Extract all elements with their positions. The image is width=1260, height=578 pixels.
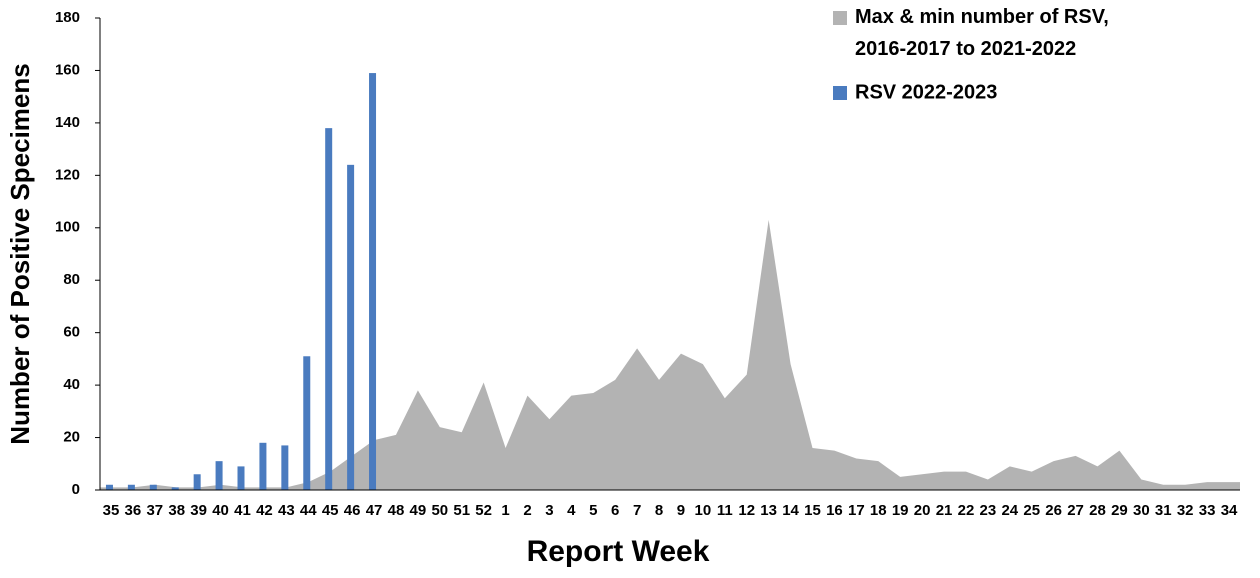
x-tick-label: 41 xyxy=(234,502,251,519)
x-tick-label: 43 xyxy=(278,502,295,519)
bar xyxy=(149,484,157,490)
x-tick-label: 16 xyxy=(826,502,843,519)
y-tick-label: 160 xyxy=(55,61,80,78)
x-tick-label: 39 xyxy=(190,502,207,519)
bar xyxy=(347,164,355,490)
legend-swatch xyxy=(833,11,847,25)
x-tick-label: 21 xyxy=(936,502,953,519)
x-tick-label: 24 xyxy=(1001,502,1018,519)
x-tick-label: 44 xyxy=(300,502,317,519)
x-tick-label: 26 xyxy=(1045,502,1062,519)
bar xyxy=(193,474,201,490)
x-tick-label: 25 xyxy=(1023,502,1040,519)
x-tick-label: 37 xyxy=(146,502,163,519)
x-tick-label: 35 xyxy=(103,502,120,519)
x-tick-label: 28 xyxy=(1089,502,1106,519)
y-tick-label: 180 xyxy=(55,9,80,26)
x-tick-label: 36 xyxy=(125,502,142,519)
x-tick-label: 27 xyxy=(1067,502,1084,519)
x-tick-label: 1 xyxy=(501,502,509,519)
bar xyxy=(281,445,289,490)
y-tick-label: 140 xyxy=(55,114,80,131)
x-tick-label: 34 xyxy=(1221,502,1238,519)
x-tick-label: 51 xyxy=(453,502,470,519)
y-tick-label: 0 xyxy=(72,481,80,498)
x-tick-label: 38 xyxy=(168,502,185,519)
x-tick-label: 19 xyxy=(892,502,909,519)
x-tick-label: 32 xyxy=(1177,502,1194,519)
x-tick-label: 10 xyxy=(695,502,712,519)
bar xyxy=(171,487,179,490)
y-tick-label: 40 xyxy=(63,376,80,393)
x-axis-title: Report Week xyxy=(527,535,710,568)
legend-label: RSV 2022-2023 xyxy=(855,81,997,103)
x-tick-label: 47 xyxy=(366,502,383,519)
bar xyxy=(369,73,377,491)
y-tick-label: 100 xyxy=(55,219,80,236)
bar xyxy=(259,442,267,490)
x-tick-label: 22 xyxy=(958,502,975,519)
x-tick-label: 45 xyxy=(322,502,339,519)
x-tick-label: 14 xyxy=(782,502,799,519)
x-tick-label: 30 xyxy=(1133,502,1150,519)
bar xyxy=(325,128,333,490)
x-tick-label: 46 xyxy=(344,502,361,519)
y-tick-label: 80 xyxy=(63,271,80,288)
bar xyxy=(215,461,223,490)
y-axis-title: Number of Positive Specimens xyxy=(5,63,35,444)
x-tick-label: 6 xyxy=(611,502,619,519)
x-tick-label: 9 xyxy=(677,502,685,519)
y-tick-label: 120 xyxy=(55,166,80,183)
x-tick-label: 11 xyxy=(717,502,733,519)
x-tick-label: 8 xyxy=(655,502,663,519)
x-tick-label: 52 xyxy=(475,502,492,519)
x-tick-label: 2 xyxy=(523,502,531,519)
x-tick-label: 42 xyxy=(256,502,273,519)
x-tick-label: 31 xyxy=(1155,502,1172,519)
bar xyxy=(237,466,245,490)
legend-swatch xyxy=(833,86,847,100)
x-tick-label: 3 xyxy=(545,502,553,519)
x-tick-label: 49 xyxy=(410,502,427,519)
y-tick-label: 20 xyxy=(63,429,80,446)
bar xyxy=(303,356,311,490)
x-tick-label: 18 xyxy=(870,502,887,519)
x-tick-label: 5 xyxy=(589,502,597,519)
x-tick-label: 48 xyxy=(388,502,405,519)
x-tick-label: 15 xyxy=(804,502,821,519)
x-tick-label: 50 xyxy=(431,502,448,519)
bar xyxy=(127,484,135,490)
bar xyxy=(105,484,113,490)
x-tick-label: 12 xyxy=(738,502,755,519)
area xyxy=(100,219,1240,490)
x-tick-label: 40 xyxy=(212,502,229,519)
x-tick-label: 29 xyxy=(1111,502,1128,519)
x-tick-label: 4 xyxy=(567,502,576,519)
x-tick-label: 7 xyxy=(633,502,641,519)
legend-label: Max & min number of RSV, 2016-2017 to 202… xyxy=(855,6,1109,60)
x-tick-label: 20 xyxy=(914,502,931,519)
x-tick-label: 13 xyxy=(760,502,777,519)
x-tick-label: 23 xyxy=(980,502,997,519)
y-tick-label: 60 xyxy=(63,324,80,341)
x-tick-label: 33 xyxy=(1199,502,1216,519)
x-tick-label: 17 xyxy=(848,502,865,519)
